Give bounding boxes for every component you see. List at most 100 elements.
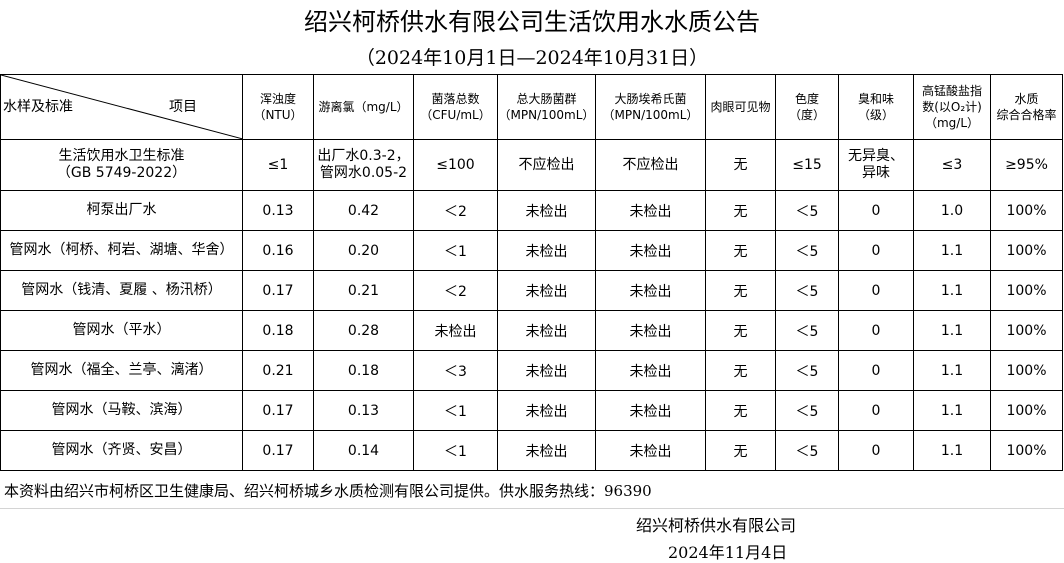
table-cell: ＜2 bbox=[413, 190, 498, 231]
column-header: 游离氯（mg/L） bbox=[313, 74, 414, 140]
standard-value: ≤1 bbox=[242, 139, 314, 191]
table-cell: 1.1 bbox=[913, 430, 991, 471]
table-cell: 1.1 bbox=[913, 350, 991, 391]
sample-name: 管网水（平水） bbox=[0, 310, 243, 351]
table-cell: ＜5 bbox=[775, 310, 839, 351]
table-cell: 未检出 bbox=[595, 310, 706, 351]
table-cell: 0.18 bbox=[242, 310, 314, 351]
table-cell: 未检出 bbox=[497, 350, 596, 391]
table-cell: 0.17 bbox=[242, 390, 314, 431]
header-row: 水样及标准 项目 浑浊度 （NTU） 游离氯（mg/L） 菌落总数 （CFU/mL） 总大… bbox=[0, 74, 1063, 140]
corner-header: 水样及标准 项目 bbox=[0, 74, 243, 140]
table-row: 管网水（钱清、夏履 、杨汛桥） 0.17 0.21 ＜2 未检出 未检出无＜5 0 1.1 10… bbox=[0, 270, 1063, 311]
diagonal-line bbox=[1, 75, 242, 139]
table-cell: ＜5 bbox=[775, 270, 839, 311]
table-cell: 无 bbox=[705, 270, 776, 311]
corner-left-label: 水样及标准 bbox=[3, 99, 73, 115]
table-cell: 无 bbox=[705, 310, 776, 351]
column-header: 浑浊度 （NTU） bbox=[242, 74, 314, 140]
standard-name: 生活饮用水卫生标准 （GB 5749-2022） bbox=[0, 139, 243, 191]
table-cell: 无 bbox=[705, 190, 776, 231]
divider bbox=[0, 508, 1064, 509]
table-cell: 0.17 bbox=[242, 430, 314, 471]
table-cell: 0 bbox=[838, 350, 914, 391]
table-cell: 0 bbox=[838, 390, 914, 431]
table-cell: 0.16 bbox=[242, 230, 314, 271]
table-cell: ＜1 bbox=[413, 230, 498, 271]
table-cell: ＜1 bbox=[413, 430, 498, 471]
table-cell: 1.1 bbox=[913, 230, 991, 271]
standard-value: ≥95% bbox=[990, 139, 1063, 191]
standard-value: ≤3 bbox=[913, 139, 991, 191]
table-cell: 0.17 bbox=[242, 270, 314, 311]
table-cell: 未检出 bbox=[497, 190, 596, 231]
footnote: 本资料由绍兴市柯桥区卫生健康局、绍兴柯桥城乡水质检测有限公司提供。供水服务热线：… bbox=[4, 482, 652, 500]
sample-name: 管网水（马鞍、滨海） bbox=[0, 390, 243, 431]
table-cell: 未检出 bbox=[413, 310, 498, 351]
date-range: （2024年10月1日—2024年10月31日） bbox=[355, 47, 709, 69]
sample-name: 管网水（齐贤、安昌） bbox=[0, 430, 243, 471]
column-header: 肉眼可见物 bbox=[705, 74, 776, 140]
table-cell: ＜5 bbox=[775, 390, 839, 431]
table-cell: 100% bbox=[990, 270, 1063, 311]
table-row: 柯泵出厂水 0.13 0.42 ＜2 未检出 未检出无＜5 0 1.0 100% bbox=[0, 190, 1063, 231]
column-header: 臭和味 （级） bbox=[838, 74, 914, 140]
table-cell: 0.21 bbox=[242, 350, 314, 391]
table-cell: 100% bbox=[990, 190, 1063, 231]
table-cell: ＜5 bbox=[775, 230, 839, 271]
table-cell: 1.1 bbox=[913, 390, 991, 431]
table-cell: 0.28 bbox=[313, 310, 414, 351]
standard-value: ≤15 bbox=[775, 139, 839, 191]
table-cell: ＜1 bbox=[413, 390, 498, 431]
table-cell: ＜2 bbox=[413, 270, 498, 311]
table-cell: 未检出 bbox=[595, 430, 706, 471]
table-cell: 0.20 bbox=[313, 230, 414, 271]
table-cell: 无 bbox=[705, 230, 776, 271]
table-cell: 0 bbox=[838, 430, 914, 471]
table-cell: 100% bbox=[990, 390, 1063, 431]
standard-value: 无 bbox=[705, 139, 776, 191]
table-cell: 无 bbox=[705, 430, 776, 471]
table-cell: 100% bbox=[990, 310, 1063, 351]
table-cell: 0 bbox=[838, 310, 914, 351]
table-cell: 无 bbox=[705, 390, 776, 431]
company-name: 绍兴柯桥供水有限公司 bbox=[636, 516, 797, 535]
table-cell: 未检出 bbox=[595, 390, 706, 431]
column-header: 大肠埃希氏菌 （MPN/100mL） bbox=[595, 74, 706, 140]
column-header: 高锰酸盐指 数(以O₂计) （mg/L） bbox=[913, 74, 991, 140]
standard-value: 出厂水0.3-2， 管网水0.05-2 bbox=[313, 139, 414, 191]
table-cell: 无 bbox=[705, 350, 776, 391]
table-cell: 100% bbox=[990, 230, 1063, 271]
table-cell: 0.18 bbox=[313, 350, 414, 391]
table-cell: 0.13 bbox=[242, 190, 314, 231]
table-cell: ＜5 bbox=[775, 430, 839, 471]
table-cell: 未检出 bbox=[497, 310, 596, 351]
table-cell: 未检出 bbox=[595, 190, 706, 231]
table-cell: 100% bbox=[990, 430, 1063, 471]
table-cell: 未检出 bbox=[497, 230, 596, 271]
table-cell: 0 bbox=[838, 190, 914, 231]
table-cell: 1.1 bbox=[913, 310, 991, 351]
sample-name: 管网水（钱清、夏履 、杨汛桥） bbox=[0, 270, 243, 311]
standard-value: 无异臭、 异味 bbox=[838, 139, 914, 191]
table-row: 管网水（柯桥、柯岩、湖塘、华舍） 0.16 0.20 ＜1 未检出 未检出无＜5 0 1.1 1… bbox=[0, 230, 1063, 271]
page-title: 绍兴柯桥供水有限公司生活饮用水水质公告 bbox=[304, 8, 760, 36]
table-cell: 0.21 bbox=[313, 270, 414, 311]
table-cell: 未检出 bbox=[497, 430, 596, 471]
table-row: 管网水（平水） 0.18 0.28 未检出 未检出 未检出无＜5 0 1.1 100% bbox=[0, 310, 1063, 351]
column-header: 色度 （度） bbox=[775, 74, 839, 140]
standard-value: 不应检出 bbox=[497, 139, 596, 191]
table-cell: 未检出 bbox=[497, 390, 596, 431]
sample-name: 柯泵出厂水 bbox=[0, 190, 243, 231]
standard-row: 生活饮用水卫生标准 （GB 5749-2022） ≤1 出厂水0.3-2， 管网水0… bbox=[0, 139, 1063, 191]
table-cell: ＜5 bbox=[775, 190, 839, 231]
table-cell: ＜5 bbox=[775, 350, 839, 391]
table-cell: 未检出 bbox=[595, 350, 706, 391]
sample-name: 管网水（柯桥、柯岩、湖塘、华舍） bbox=[0, 230, 243, 271]
column-header: 水质 综合合格率 bbox=[990, 74, 1063, 140]
table-cell: 未检出 bbox=[595, 270, 706, 311]
table-cell: 0.42 bbox=[313, 190, 414, 231]
table-cell: 0 bbox=[838, 270, 914, 311]
table-row: 管网水（马鞍、滨海） 0.17 0.13 ＜1 未检出 未检出无＜5 0 1.1 100% bbox=[0, 390, 1063, 431]
corner-right-label: 项目 bbox=[169, 99, 197, 115]
